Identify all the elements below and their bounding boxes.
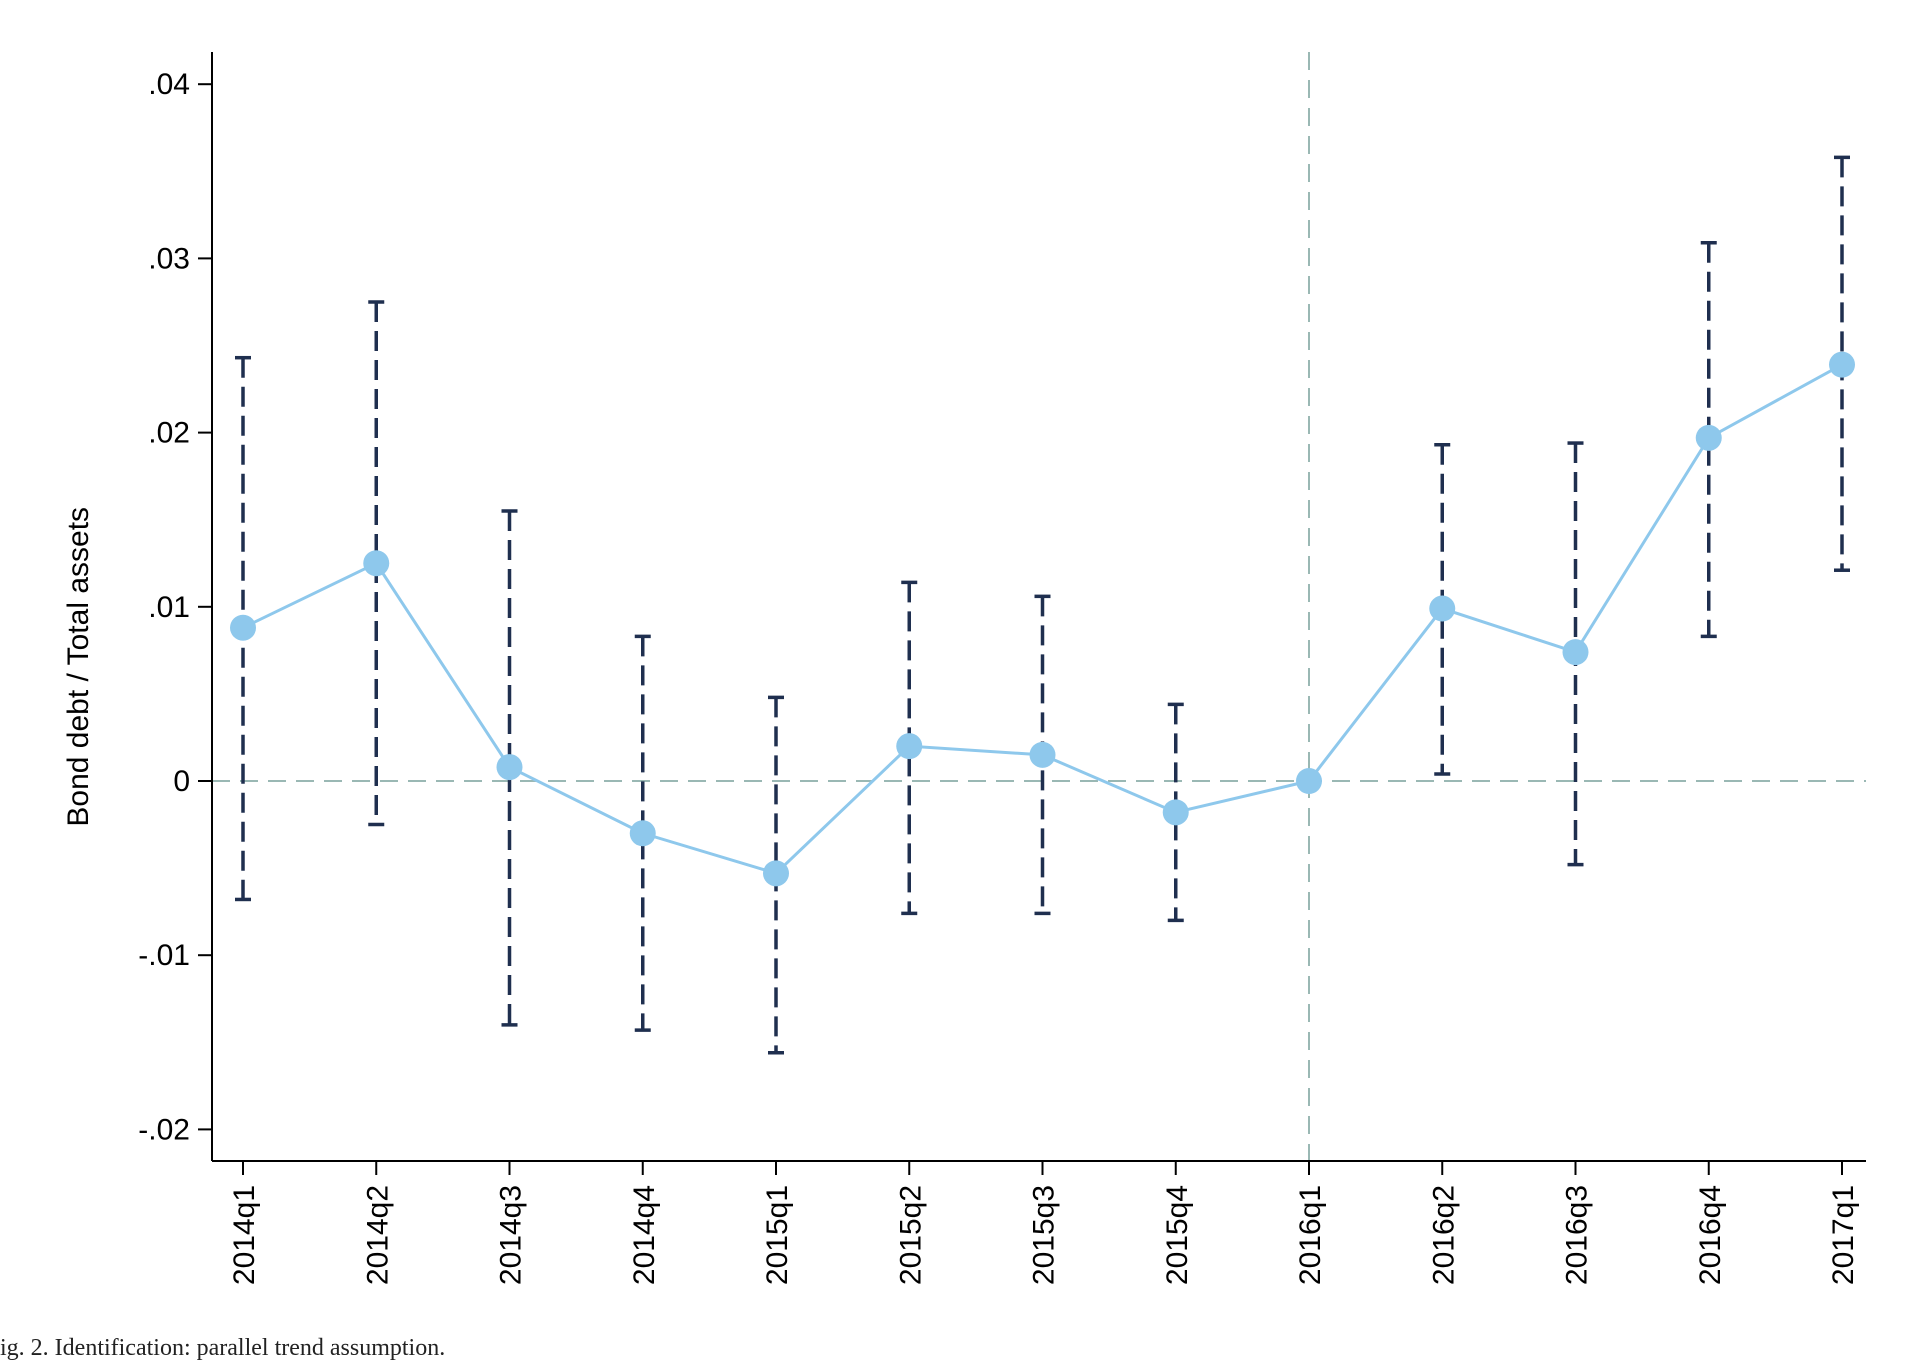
series-line-group xyxy=(242,363,1843,876)
x-tick-label: 2015q2 xyxy=(894,1185,927,1285)
x-tick-label: 2015q4 xyxy=(1161,1185,1194,1285)
y-tick-labels: -.02 -.01 0 .01 .02 .03 .04 xyxy=(138,68,190,1146)
x-tick-label: 2015q1 xyxy=(761,1185,794,1285)
y-tick-label: -.01 xyxy=(138,939,190,972)
x-tick-label: 2014q3 xyxy=(495,1185,528,1285)
y-tick-label: -.02 xyxy=(138,1113,190,1146)
data-point xyxy=(896,733,923,760)
x-tick-label: 2014q2 xyxy=(361,1185,394,1285)
y-tick-label: 0 xyxy=(173,765,190,798)
x-tick-label: 2015q3 xyxy=(1028,1185,1061,1285)
data-point xyxy=(1695,424,1722,451)
x-tick-label: 2016q2 xyxy=(1427,1185,1460,1285)
x-tick-label: 2014q1 xyxy=(228,1185,261,1285)
x-tick-label: 2016q4 xyxy=(1694,1185,1727,1285)
data-point xyxy=(1562,639,1589,666)
chart: -.02 -.01 0 .01 .02 .03 .04 2014q1 2014q2 2014q3… xyxy=(62,52,1866,1285)
axes xyxy=(198,52,1866,1175)
data-point xyxy=(1296,768,1322,794)
series-line xyxy=(242,363,1843,876)
x-tick-label: 2016q1 xyxy=(1294,1185,1327,1285)
data-point xyxy=(1829,351,1855,378)
x-tick-label: 2016q3 xyxy=(1561,1185,1594,1285)
data-points xyxy=(230,351,1855,887)
data-point xyxy=(496,754,523,781)
confidence-intervals xyxy=(235,155,1850,1055)
data-point xyxy=(1429,595,1456,622)
data-point xyxy=(629,820,656,847)
data-point xyxy=(363,550,390,577)
figure-caption: ig. 2. Identification: parallel trend as… xyxy=(0,1335,446,1361)
y-tick-label: .02 xyxy=(148,417,190,450)
data-point xyxy=(1029,741,1056,768)
x-tick-labels: 2014q1 2014q2 2014q3 2014q4 2015q1 2015q2 2015… xyxy=(228,1185,1860,1285)
y-tick-label: .03 xyxy=(148,242,190,275)
reference-lines xyxy=(212,52,1866,1161)
x-tick-label: 2014q4 xyxy=(628,1185,661,1285)
data-point xyxy=(230,614,256,641)
data-point xyxy=(1162,799,1189,826)
y-tick-label: .04 xyxy=(148,68,190,101)
data-point xyxy=(763,860,789,887)
y-axis-title: Bond debt / Total assets xyxy=(62,507,95,827)
y-tick-label: .01 xyxy=(148,591,190,624)
x-tick-label: 2017q1 xyxy=(1827,1185,1860,1285)
